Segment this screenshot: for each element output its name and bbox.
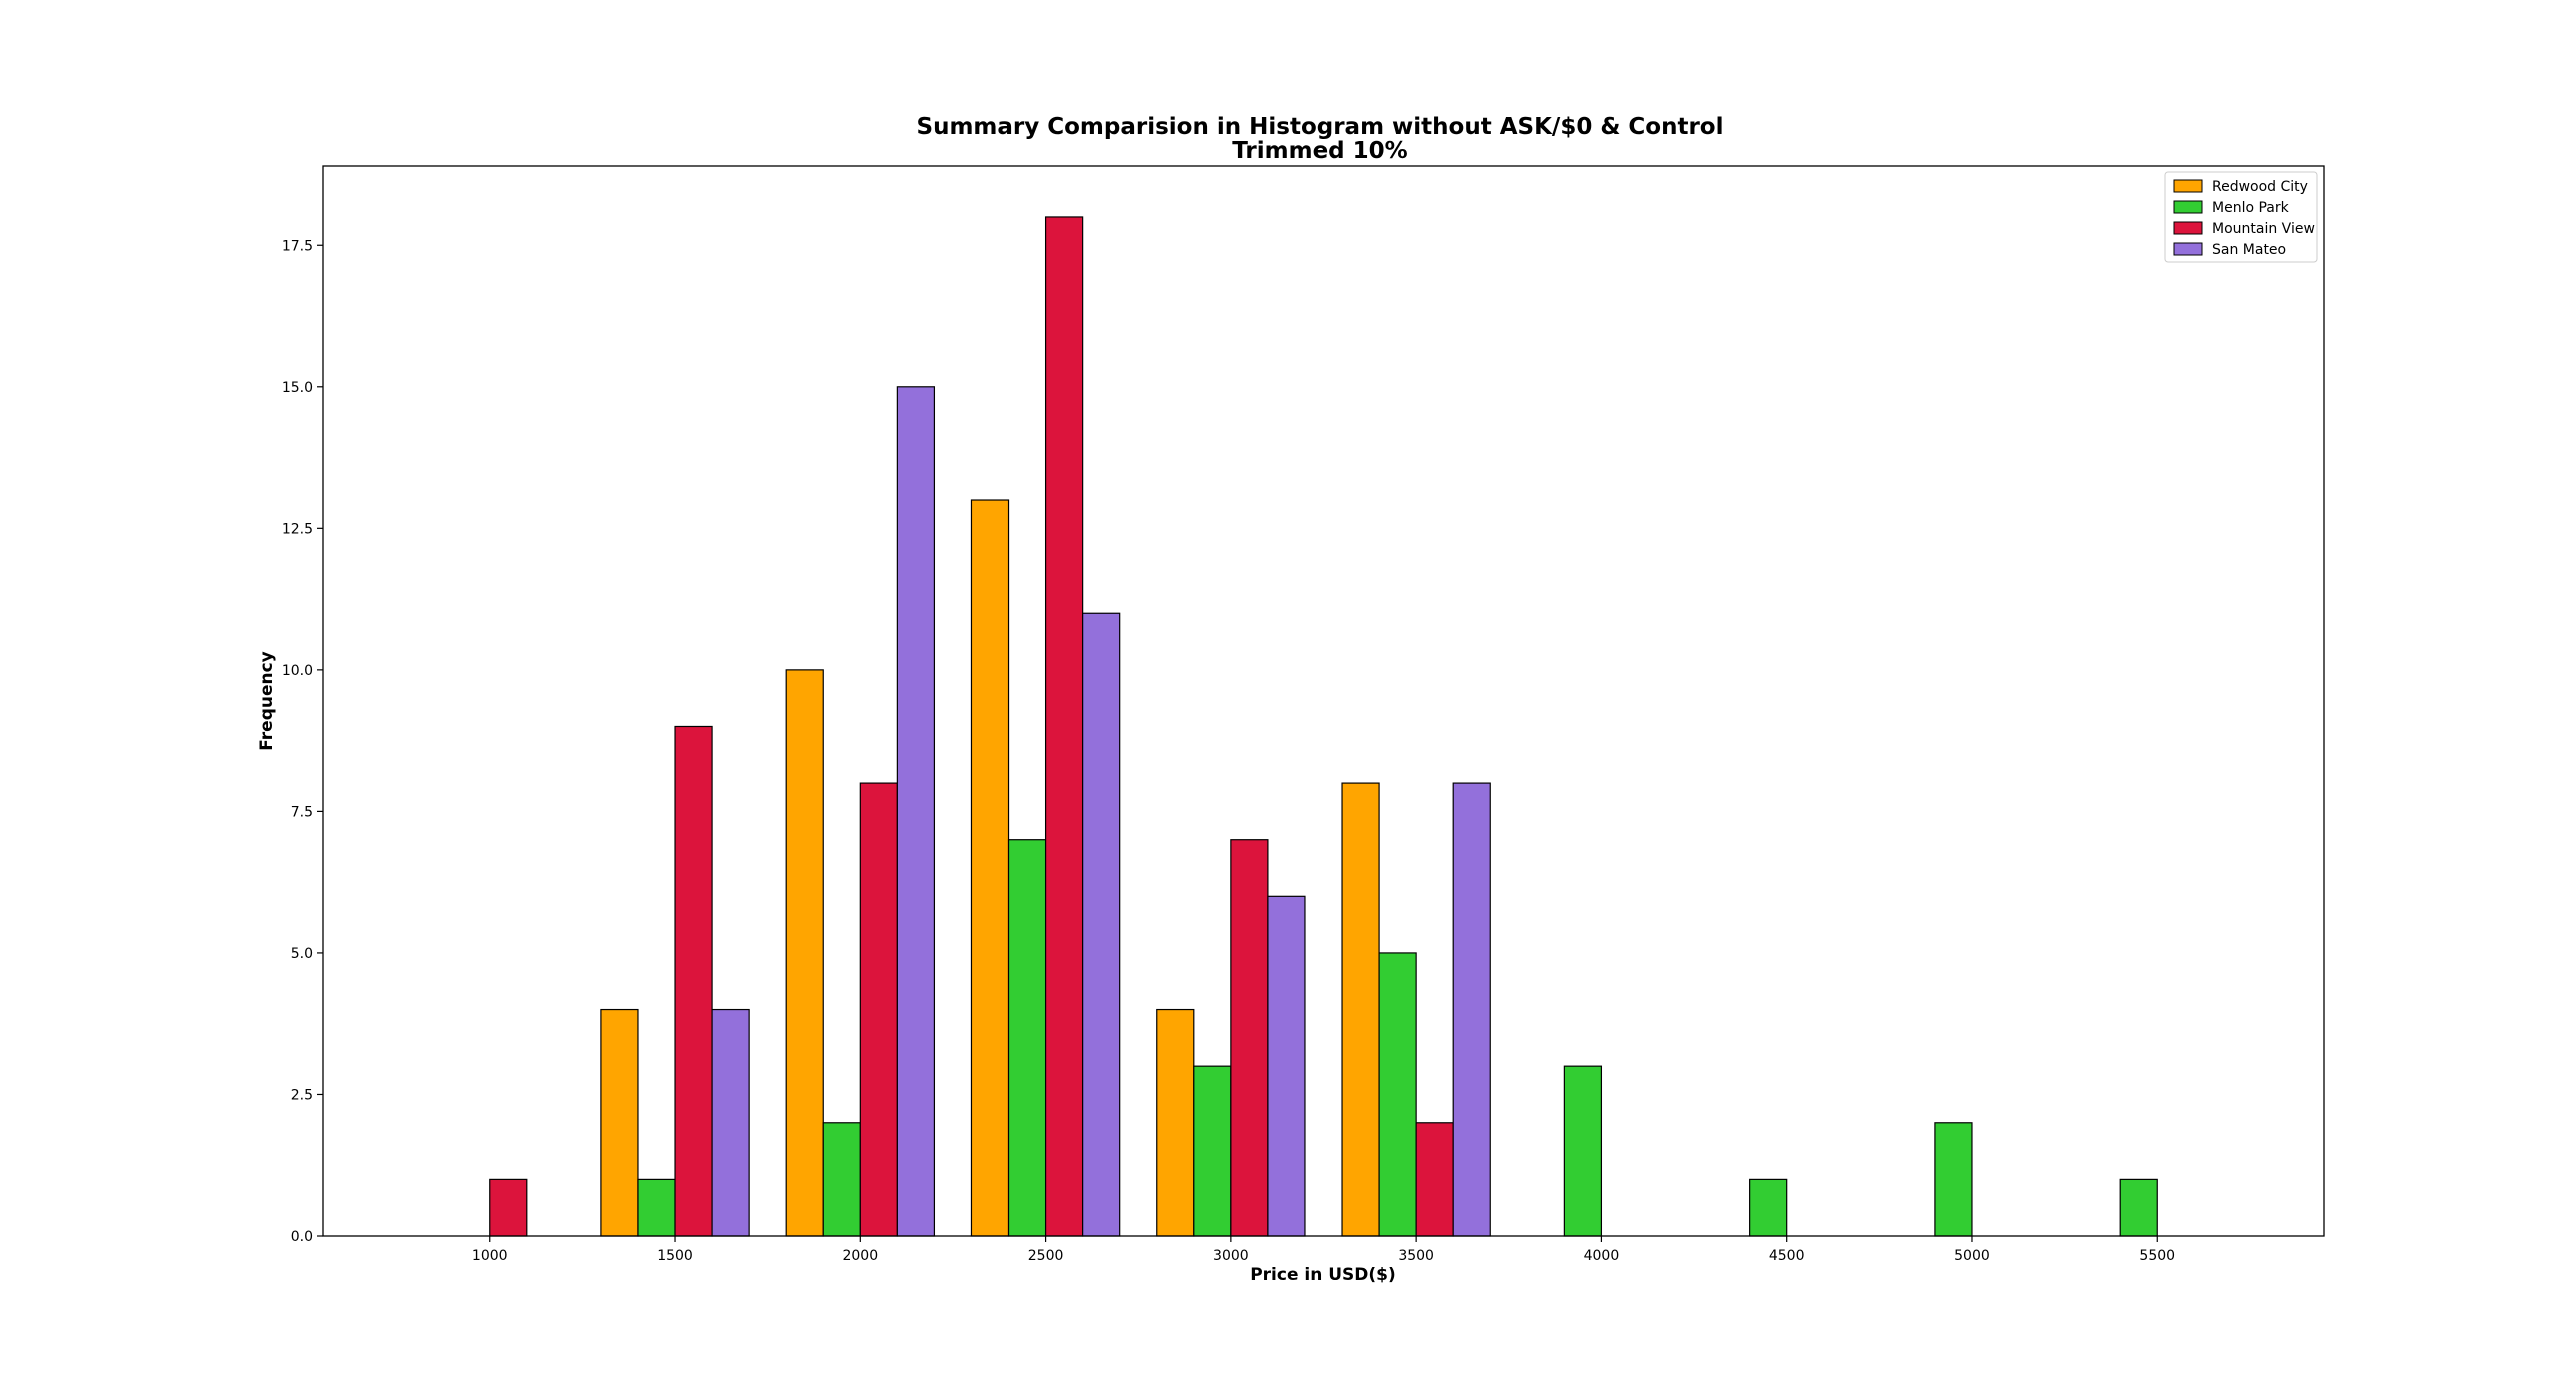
x-tick-label: 4000 <box>1584 1248 1620 1264</box>
y-tick-label: 2.5 <box>291 1087 313 1103</box>
x-tick-label: 1500 <box>657 1248 693 1264</box>
bars <box>489 216 2158 1237</box>
bar-san-mateo-2500 <box>1082 612 1121 1237</box>
bar-san-mateo-2000 <box>896 386 936 1237</box>
x-tick-label: 5000 <box>1954 1248 1990 1264</box>
bar-menlo-park-1500 <box>637 1178 676 1237</box>
bar-menlo-park-4500 <box>1749 1178 1788 1237</box>
legend-box <box>2164 171 2318 263</box>
bar-menlo-park-2000 <box>822 1122 861 1237</box>
bar-san-mateo-1500 <box>711 1008 750 1237</box>
x-tick-label: 4500 <box>1769 1248 1805 1264</box>
bar-mountain-view-2500 <box>1044 216 1084 1237</box>
x-tick-label: 1000 <box>472 1248 508 1264</box>
bar-mountain-view-1500 <box>674 725 713 1237</box>
bar-mountain-view-1000 <box>489 1178 528 1237</box>
bar-redwood-city-3500 <box>1341 782 1380 1237</box>
bar-redwood-city-1500 <box>600 1008 639 1237</box>
legend-label: Redwood City <box>2212 179 2308 195</box>
x-tick-label: 3000 <box>1213 1248 1249 1264</box>
legend-label: Mountain View <box>2212 221 2315 237</box>
x-tick-label: 2500 <box>1028 1248 1064 1264</box>
chart-title: Summary Comparision in Histogram without… <box>917 114 1724 140</box>
bar-menlo-park-3500 <box>1378 952 1417 1237</box>
x-tick-label: 5500 <box>2139 1248 2175 1264</box>
legend-swatch <box>2173 200 2203 214</box>
plot-frame <box>322 165 2325 1237</box>
legend-swatch <box>2173 242 2203 256</box>
x-tick-label: 2000 <box>842 1248 878 1264</box>
bar-menlo-park-4000 <box>1563 1065 1603 1237</box>
bar-redwood-city-2000 <box>785 669 824 1237</box>
bar-san-mateo-3000 <box>1267 895 1306 1237</box>
legend-swatch <box>2173 179 2203 193</box>
chart-subtitle: Trimmed 10% <box>1232 138 1407 164</box>
bar-mountain-view-3500 <box>1415 1122 1454 1237</box>
bar-menlo-park-2500 <box>1007 839 1047 1237</box>
y-tick-label: 17.5 <box>282 238 313 254</box>
y-tick-label: 12.5 <box>282 521 313 537</box>
y-tick-label: 15.0 <box>282 380 313 396</box>
bar-redwood-city-3000 <box>1156 1008 1195 1237</box>
x-axis-label: Price in USD($) <box>1250 1265 1396 1285</box>
x-tick-label: 3500 <box>1398 1248 1434 1264</box>
bar-menlo-park-5000 <box>1934 1122 1973 1237</box>
x-axis-ticks: 1000 1500 2000 2500 3000 3500 4000 4500 5000 5500 <box>472 1236 2175 1264</box>
y-tick-label: 7.5 <box>291 804 313 820</box>
y-axis-ticks: 0.0 2.5 5.0 7.5 10.0 12.5 15.0 17.5 <box>282 238 323 1245</box>
y-tick-label: 10.0 <box>282 663 313 679</box>
legend-label: Menlo Park <box>2212 200 2290 216</box>
bar-redwood-city-2500 <box>970 499 1010 1237</box>
y-axis-label: Frequency <box>257 651 277 751</box>
y-tick-label: 5.0 <box>291 946 313 962</box>
y-tick-label: 0.0 <box>291 1229 313 1245</box>
bar-mountain-view-3000 <box>1230 839 1269 1237</box>
legend-label: San Mateo <box>2212 242 2286 258</box>
bar-san-mateo-3500 <box>1452 782 1491 1237</box>
legend: Redwood City Menlo Park Mountain View San M… <box>2164 171 2318 263</box>
bar-menlo-park-3000 <box>1193 1065 1232 1237</box>
bar-menlo-park-5500 <box>2119 1178 2158 1237</box>
bar-mountain-view-2000 <box>859 782 898 1237</box>
legend-swatch <box>2173 221 2203 235</box>
